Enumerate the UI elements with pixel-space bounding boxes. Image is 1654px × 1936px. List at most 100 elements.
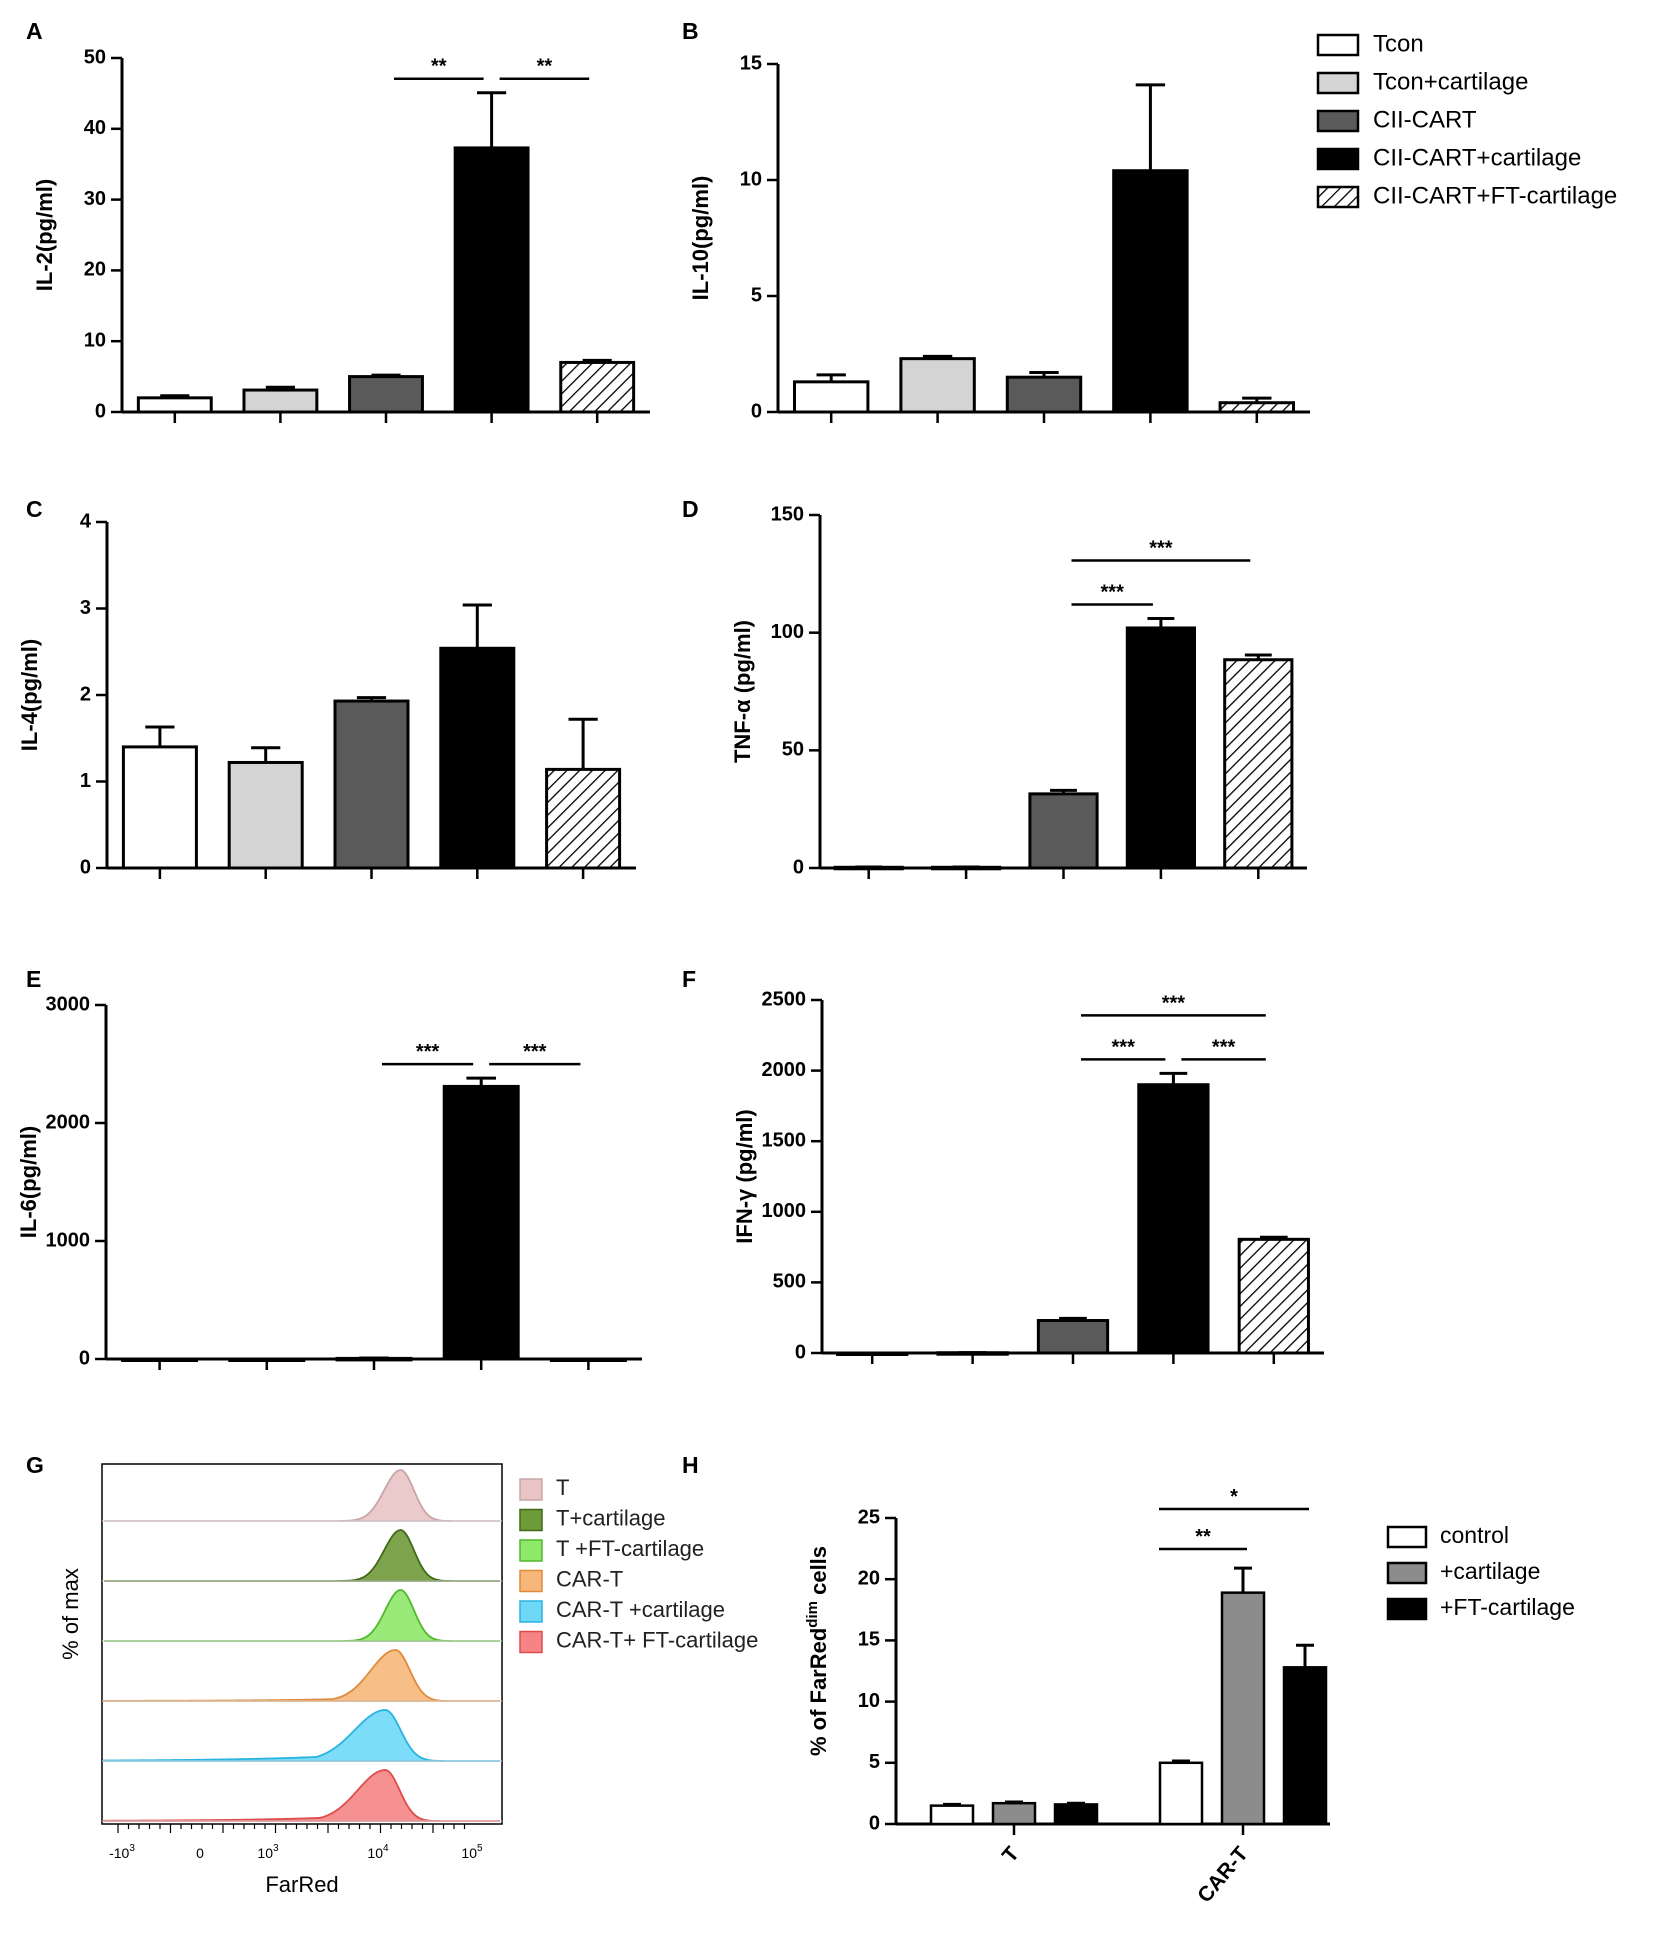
bar-e-cii-cart-ft-cartilage (549, 1357, 627, 1362)
y-tick-label-a: 40 (84, 117, 106, 139)
bar-b-cii-cart-ft-cartilage (1218, 401, 1296, 414)
chart-b: 0 5 10 15 IL-10(pg/ml) (688, 52, 1310, 423)
legend-label-h: control (1440, 1522, 1509, 1548)
x-tick-label-h: T (998, 1842, 1024, 1867)
panel-letter-d: D (682, 496, 699, 522)
bar-e-cii-cart (335, 1356, 413, 1362)
bar-h-t--ft-cartilage (1053, 1803, 1099, 1826)
bar-d-tcon-cartilage (930, 865, 1002, 871)
y-tick-label-d: 150 (771, 503, 804, 525)
significance-label-h: * (1230, 1486, 1238, 1508)
y-tick-label-c: 2 (80, 683, 91, 705)
legend-swatch-g (519, 1569, 543, 1593)
legend-label-g: T +FT-cartilage (556, 1536, 704, 1561)
legend-label-g: CAR-T+ FT-cartilage (556, 1627, 758, 1652)
bar-f-cii-cart-ft-cartilage (1237, 1237, 1310, 1355)
chart-d: 0 50 100 150 TNF-α (pg/ml) *** *** (730, 503, 1307, 879)
chart-g: -103 0 103 104 105 FarRed % of max (58, 1463, 503, 1897)
bar-b-cii-cart-cartilage (1112, 169, 1189, 414)
y-axis-label-g: % of max (58, 1568, 83, 1660)
legend-swatch-g (519, 1600, 543, 1623)
y-tick-label-c: 1 (80, 770, 91, 792)
legend-label: CII-CART+cartilage (1373, 144, 1581, 171)
panel-letter-a: A (26, 18, 43, 44)
bar-d-cii-cart-cartilage (1125, 626, 1197, 870)
bar-b-tcon (792, 380, 870, 414)
chart-c: 0 1 2 3 4 IL-4(pg/ml) (17, 510, 636, 879)
legend-label: Tcon+cartilage (1373, 68, 1528, 95)
legend-label-g: T (556, 1475, 569, 1500)
y-axis-label-d: TNF-α (pg/ml) (730, 620, 755, 763)
y-axis-label-b: IL-10(pg/ml) (688, 176, 713, 301)
y-tick-label-d: 50 (782, 739, 804, 761)
legend-swatch-white (1316, 33, 1360, 57)
legend-swatch-dark (1316, 109, 1360, 133)
bar-h-car-t--cartilage (1220, 1591, 1266, 1826)
y-tick-label-h: 20 (858, 1567, 880, 1589)
bar-b-cii-cart (1005, 375, 1083, 414)
x-tick-label-g: -103 (109, 1843, 135, 1861)
significance-label-d: *** (1149, 538, 1173, 560)
y-axis-label-e: IL-6(pg/ml) (16, 1126, 41, 1238)
bar-h-car-t-control (1158, 1761, 1204, 1826)
legend-label-g: CAR-T +cartilage (556, 1597, 725, 1622)
legend-label-g: CAR-T (556, 1566, 623, 1591)
legend-swatch-hatch (1316, 185, 1360, 209)
significance-label-a: ** (537, 56, 553, 78)
y-tick-label-h: 5 (869, 1751, 880, 1773)
legend-label: Tcon (1373, 30, 1424, 57)
y-tick-label-h: 15 (858, 1629, 880, 1651)
y-tick-label-a: 20 (84, 259, 106, 281)
bar-f-cii-cart-cartilage (1137, 1083, 1210, 1355)
y-tick-label-f: 1000 (762, 1200, 807, 1222)
bar-a-cii-cart-ft-cartilage (559, 360, 636, 414)
bar-c-cii-cart-ft-cartilage (545, 767, 622, 870)
y-tick-label-e: 1000 (46, 1229, 91, 1251)
significance-label-e: *** (523, 1041, 547, 1063)
bar-f-tcon-cartilage (936, 1351, 1009, 1356)
y-tick-label-a: 0 (95, 400, 106, 422)
y-axis-label-a: IL-2(pg/ml) (32, 179, 57, 291)
y-axis-label-c: IL-4(pg/ml) (17, 639, 42, 751)
y-tick-label-d: 0 (793, 856, 804, 878)
y-tick-label-a: 50 (84, 46, 106, 68)
y-tick-label-c: 4 (80, 510, 92, 532)
x-tick-label-g: 0 (196, 1845, 204, 1861)
bar-h-t--cartilage (991, 1801, 1037, 1826)
y-tick-label-c: 3 (80, 597, 91, 619)
bar-c-cii-cart (333, 699, 410, 870)
significance-label-h: ** (1195, 1526, 1211, 1548)
y-tick-label-f: 2000 (762, 1059, 807, 1081)
panel-letter-c: C (26, 496, 43, 522)
bar-c-cii-cart-cartilage (439, 646, 516, 870)
bar-d-cii-cart-ft-cartilage (1223, 658, 1294, 870)
bar-a-tcon (136, 396, 213, 414)
bar-c-tcon-cartilage (227, 760, 304, 870)
legend-label: CII-CART+FT-cartilage (1373, 182, 1617, 209)
significance-label-a: ** (431, 56, 447, 78)
legend-swatch-g (519, 1478, 543, 1501)
chart-f: 0 500 1000 1500 2000 2500 IFN-γ (pg/ml) *** *** *… (732, 988, 1324, 1364)
panel-letter-b: B (682, 18, 699, 44)
y-tick-label-b: 15 (740, 52, 762, 74)
bar-h-t-control (929, 1804, 975, 1826)
y-tick-label-h: 10 (858, 1690, 880, 1712)
x-tick-label-g: 104 (367, 1843, 389, 1861)
y-tick-label-e: 2000 (46, 1111, 91, 1133)
bar-c-tcon (121, 745, 198, 870)
legend-label-h: +FT-cartilage (1440, 1594, 1575, 1620)
significance-label-e: *** (416, 1041, 440, 1063)
panel-letter-g: G (26, 1452, 44, 1478)
bar-f-cii-cart (1036, 1319, 1110, 1355)
bar-e-tcon (121, 1357, 199, 1362)
y-tick-label-f: 2500 (762, 988, 807, 1010)
bar-a-cii-cart-cartilage (453, 146, 530, 414)
legend-label-h: +cartilage (1440, 1558, 1540, 1584)
x-tick-label-g: 105 (461, 1843, 483, 1861)
bar-h-car-t--ft-cartilage (1282, 1666, 1328, 1826)
legend-g: T T+cartilage T +FT-cartilage CAR-T CAR-T +c… (519, 1475, 758, 1654)
legend-label: CII-CART (1373, 106, 1477, 133)
y-axis-label-h: % of FarReddim cells (804, 1546, 831, 1756)
